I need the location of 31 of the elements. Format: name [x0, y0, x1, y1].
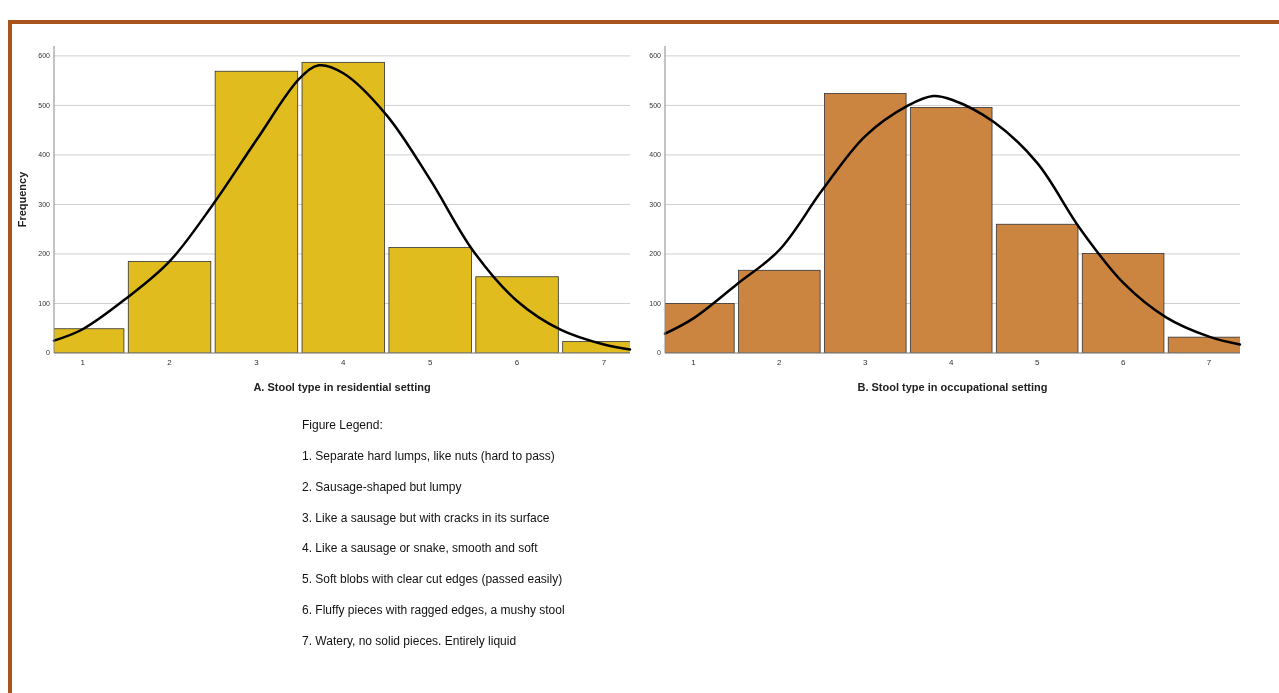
text: 3. Like a sausage but with cracks in its surface: [302, 510, 550, 525]
x-axis-title: B. Stool type in occupational setting: [857, 381, 1048, 393]
text: 7. Watery, no solid pieces. Entirely liquid: [302, 633, 517, 648]
x-tick-label: 7: [1206, 358, 1212, 367]
x-tick-label: 4: [948, 358, 954, 367]
bar: [475, 276, 559, 353]
text: 1. Separate hard lumps, like nuts (hard to pass): [302, 449, 555, 463]
text: Figure Legend:: [302, 418, 383, 432]
text: 5. Soft blobs with clear cut edges (passed easily): [302, 572, 563, 587]
text: 4. Like a sausage or snake, smooth and soft: [302, 541, 539, 556]
x-tick-label: 4: [341, 358, 347, 367]
bar: [214, 70, 299, 353]
x-tick-label: 5: [1034, 358, 1040, 367]
y-axis-title: Frequency: [16, 170, 28, 228]
x-tick-label: 2: [167, 358, 173, 367]
line-series: [663, 94, 1242, 346]
x-tick-label: 1: [691, 358, 697, 367]
bar: [388, 247, 472, 353]
text: 6. Fluffy pieces with ragged edges, a mushy stool: [302, 603, 565, 617]
x-tick-label: 6: [514, 358, 520, 367]
text: 2. Sausage-shaped but lumpy: [302, 479, 462, 494]
x-tick-label: 3: [863, 358, 869, 367]
x-tick-label: 1: [80, 358, 86, 367]
bar: [301, 61, 385, 353]
x-tick-label: 6: [1120, 358, 1126, 367]
x-axis-title: A. Stool type in residential setting: [253, 381, 431, 393]
x-tick-label: 5: [427, 358, 433, 367]
bar: [127, 261, 212, 353]
x-tick-label: 3: [254, 358, 260, 367]
x-tick-label: 2: [777, 358, 783, 367]
x-tick-label: 7: [601, 358, 607, 367]
